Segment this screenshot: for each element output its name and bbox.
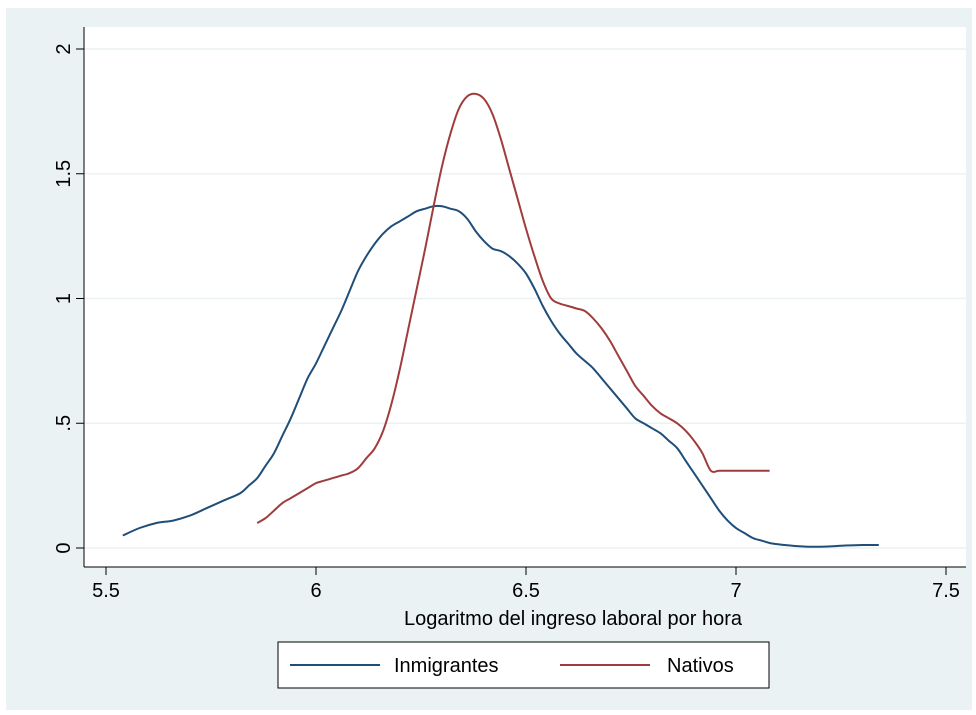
chart-area: 0 .5 1 1.5 2 5.5 6 6.5 7 7.5 Logaritmo del ingres… — [6, 8, 972, 710]
y-tick-label: 0 — [53, 542, 75, 553]
x-tick-label: 7.5 — [932, 580, 960, 602]
grid-lines — [84, 48, 966, 549]
y-tick-label: 1 — [53, 293, 75, 304]
x-axis-title: Logaritmo del ingreso laboral por hora — [404, 608, 743, 630]
x-tick-label: 7 — [730, 580, 741, 602]
legend-label-inmigrantes: Inmigrantes — [394, 655, 499, 677]
axes: 0 .5 1 1.5 2 5.5 6 6.5 7 7.5 — [53, 27, 966, 602]
series-line-inmigrantes — [122, 204, 879, 548]
y-tick-label: 1.5 — [53, 160, 75, 188]
y-tick-label: 2 — [53, 43, 75, 54]
plot-area — [84, 27, 966, 567]
series-layer — [122, 92, 879, 548]
x-tick-label: 6.5 — [512, 580, 540, 602]
legend-label-nativos: Nativos — [667, 655, 734, 677]
y-tick-label: .5 — [53, 415, 75, 432]
series-line-nativos — [256, 92, 770, 524]
x-tick-label: 6 — [310, 580, 321, 602]
legend: Inmigrantes Nativos — [277, 641, 770, 689]
x-tick-label: 5.5 — [92, 580, 120, 602]
density-chart: 0 .5 1 1.5 2 5.5 6 6.5 7 7.5 Logaritmo del ingres… — [53, 27, 966, 689]
